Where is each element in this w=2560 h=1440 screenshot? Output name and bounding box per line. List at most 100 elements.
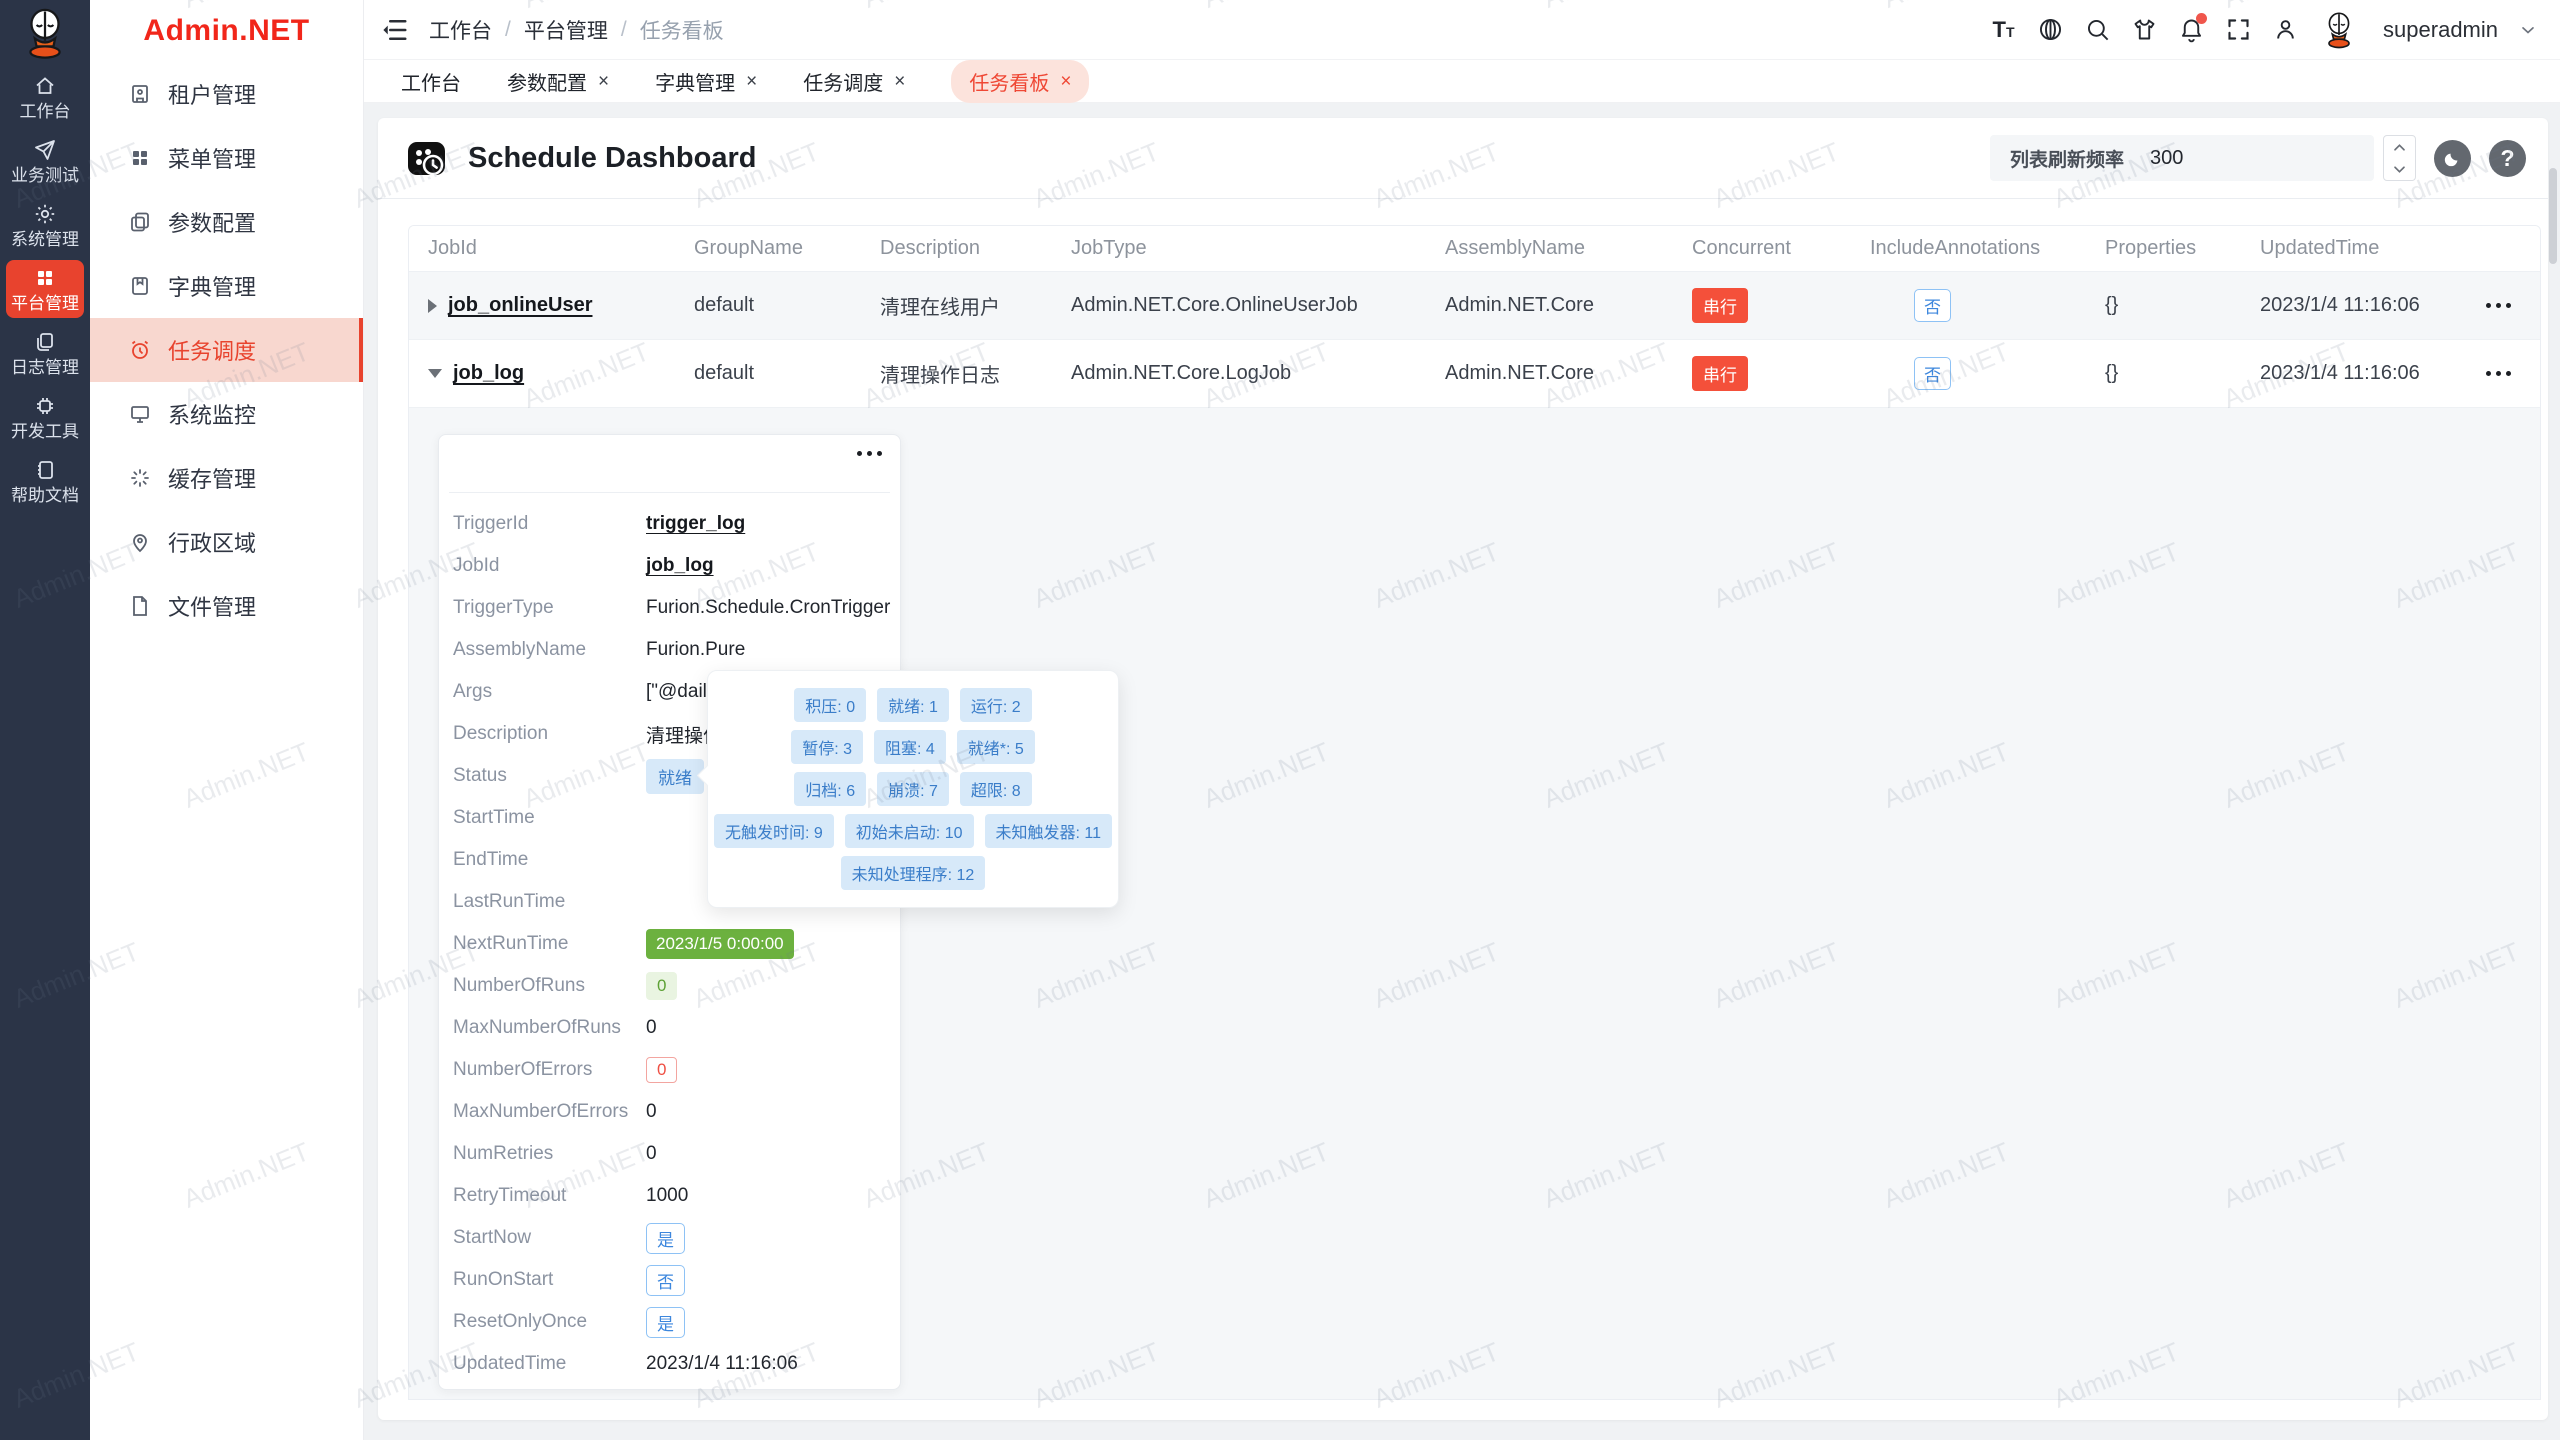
sidebar-item-monitor[interactable]: 系统监控 [90,382,363,446]
search-icon[interactable] [2084,16,2111,43]
detail-value: 0 [646,972,678,1000]
column-header: Description [880,237,981,259]
file-icon [133,596,147,616]
detail-label: RetryTimeout [453,1185,567,1206]
tab-task-dashboard[interactable]: 任务看板 × [951,59,1090,103]
rail-item-business-test[interactable]: 业务测试 [6,132,84,190]
expand-row-icon[interactable] [428,298,437,313]
detail-row: MaxNumberOfErrors 0 [453,1091,900,1133]
tab-label: 字典管理 [655,72,736,95]
collapse-row-icon[interactable] [428,369,442,378]
sidebar-item-label: 参数配置 [168,211,257,236]
rail-item-log-mgmt[interactable]: 日志管理 [6,324,84,382]
status-badge: 崩溃: 7 [877,772,949,806]
tab-label: 参数配置 [507,72,587,95]
rail-item-label: 工作台 [19,102,71,121]
detail-value[interactable]: job_log [646,555,714,576]
status-badge: 初始未启动: 10 [844,814,974,848]
sidebar-item-region[interactable]: 行政区域 [90,510,363,574]
sidebar-item-params[interactable]: 参数配置 [90,190,363,254]
send-icon [35,140,55,160]
properties: {} [2105,294,2119,316]
detail-label: AssemblyName [453,639,587,660]
language-icon[interactable] [2037,16,2064,43]
notification-bell-icon[interactable] [2178,13,2208,43]
tooltip-badge-row: 积压: 0 就绪: 1 运行: 2 [716,688,1110,722]
detail-panel-header [449,435,890,493]
chevron-down-icon[interactable] [2518,20,2538,40]
fullscreen-icon[interactable] [2225,16,2252,43]
refresh-rate-stepper [2383,135,2416,181]
status-badge: 归档: 6 [794,772,867,806]
page-title: Schedule Dashboard [468,141,757,174]
job-id-link[interactable]: job_onlineUser [448,294,593,316]
detail-label: Description [453,723,549,744]
topbar: 工作台 / 平台管理 / 任务看板 TT [363,0,2560,60]
detail-value[interactable]: trigger_log [646,513,746,534]
job-id-link[interactable]: job_log [453,362,525,384]
sidebar-item-label: 租户管理 [168,83,257,108]
detail-actions-icon[interactable] [857,451,882,456]
rail-item-label: 系统管理 [11,230,79,249]
column-header: Concurrent [1692,237,1791,259]
sidebar-fold-icon[interactable] [379,15,409,45]
close-icon[interactable]: × [746,70,758,92]
detail-row: ResetOnlyOnce 是 [453,1301,900,1343]
detail-row: JobId job_log [453,545,900,587]
refresh-rate-value[interactable]: 300 [2150,146,2184,169]
updated-time: 2023/1/4 11:16:06 [2260,362,2420,384]
detail-label: UpdatedTime [453,1353,567,1374]
sidebar-item-menu-mgmt[interactable]: 菜单管理 [90,126,363,190]
status-badge: 超限: 8 [959,772,1032,806]
dark-mode-moon-icon[interactable] [2434,139,2471,177]
detail-row: NumRetries 0 [453,1133,900,1175]
sidebar-menu: Admin.NET 租户管理 菜单管理 参数配置 字典管理 任务调度 系统监控 … [90,0,364,1440]
sidebar-item-tenant[interactable]: 租户管理 [90,62,363,126]
stepper-down-icon[interactable] [2384,158,2415,180]
sidebar-item-file[interactable]: 文件管理 [90,574,363,638]
mascot-logo-icon [18,7,72,61]
row-actions-icon[interactable] [2456,303,2540,308]
tab-workbench[interactable]: 工作台 [401,67,461,96]
tab-params[interactable]: 参数配置 × [507,67,609,96]
detail-label: NextRunTime [453,933,569,954]
status-badge: 无触发时间: 9 [714,814,834,848]
detail-row: TriggerId trigger_log [453,503,900,545]
rail-item-system-mgmt[interactable]: 系统管理 [6,196,84,254]
rail-item-platform-mgmt[interactable]: 平台管理 [6,260,84,318]
sidebar-item-task-schedule[interactable]: 任务调度 [90,318,363,382]
stepper-up-icon[interactable] [2384,136,2415,158]
close-icon[interactable]: × [598,70,610,92]
breadcrumb-separator: / [505,17,511,41]
breadcrumb-item[interactable]: 工作台 [429,19,492,43]
tab-label: 任务调度 [803,72,884,95]
sidebar-item-label: 系统监控 [168,403,257,428]
sidebar-item-dict[interactable]: 字典管理 [90,254,363,318]
card-header: Schedule Dashboard 列表刷新频率 300 [378,118,2548,199]
detail-row: StartNow 是 [453,1217,900,1259]
close-icon[interactable]: × [894,70,906,92]
text-size-icon[interactable]: TT [1992,17,2015,42]
rail-item-help-docs[interactable]: 帮助文档 [6,452,84,510]
rail-item-dev-tools[interactable]: 开发工具 [6,388,84,446]
sidebar-item-cache[interactable]: 缓存管理 [90,446,363,510]
tooltip-badge-row: 无触发时间: 9 初始未启动: 10 未知触发器: 11 [714,814,1113,848]
column-header: JobId [428,237,477,259]
username[interactable]: superadmin [2383,16,2498,42]
scrollbar-thumb[interactable] [2549,168,2557,264]
theme-icon[interactable] [2131,16,2158,43]
column-header: AssemblyName [1445,237,1586,259]
gear-icon [35,204,55,224]
close-icon[interactable]: × [1060,70,1072,92]
detail-row: AssemblyName Furion.Pure [453,629,900,671]
tab-dict[interactable]: 字典管理 × [655,67,757,96]
tab-task-schedule[interactable]: 任务调度 × [803,67,905,96]
breadcrumb-item[interactable]: 平台管理 [523,19,608,43]
user-icon[interactable] [2272,16,2299,43]
dict-icon [132,277,148,295]
avatar[interactable] [2319,10,2359,50]
help-icon[interactable]: ? [2489,139,2526,177]
rail-item-workbench[interactable]: 工作台 [6,68,84,126]
refresh-rate-input[interactable]: 列表刷新频率 300 [1990,135,2374,181]
row-actions-icon[interactable] [2456,371,2540,376]
